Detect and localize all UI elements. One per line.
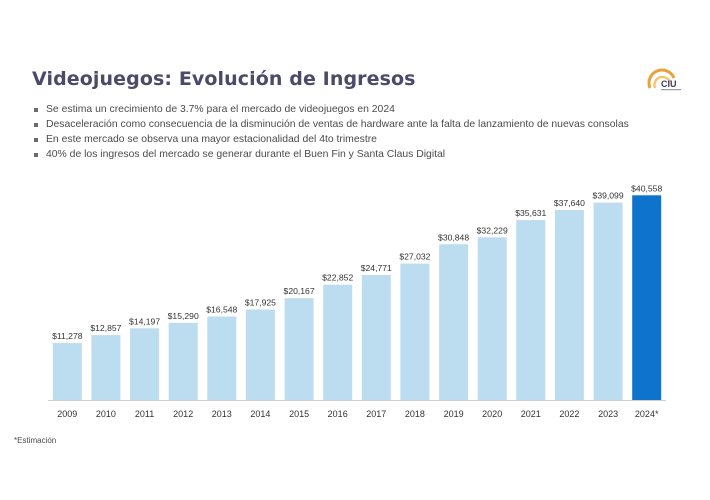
bar-2022: [554, 210, 584, 400]
x-tick-label: 2011: [135, 409, 154, 419]
data-label: $12,857: [90, 323, 121, 333]
logo-arc-outer: [647, 68, 676, 89]
bar-2018: [400, 263, 430, 400]
slide-title: Videojuegos: Evolución de Ingresos: [32, 68, 416, 90]
bullet-list: Se estima un crecimiento de 3.7% para el…: [34, 102, 629, 162]
data-label: $32,229: [477, 225, 508, 235]
x-tick-label: 2019: [444, 409, 464, 419]
data-label: $20,167: [284, 286, 315, 296]
logo-text: CIU: [661, 79, 677, 89]
data-label: $24,771: [361, 263, 392, 273]
bar-2010: [91, 335, 121, 400]
bar-2017: [361, 275, 391, 400]
bullet-item: Se estima un crecimiento de 3.7% para el…: [34, 102, 629, 117]
bar-2023: [593, 202, 623, 400]
x-tick-label: 2013: [212, 409, 232, 419]
data-label: $27,032: [399, 252, 430, 262]
x-tick-label: 2016: [328, 409, 348, 419]
bar-2009: [52, 343, 82, 400]
data-label: $14,197: [129, 316, 160, 326]
bullet-item: Desaceleración como consecuencia de la d…: [34, 117, 629, 132]
ciu-logo: CIU: [647, 68, 681, 91]
bar-2012: [168, 322, 198, 400]
x-tick-label: 2024*: [635, 409, 659, 419]
bar-2011: [130, 328, 160, 400]
x-tick-label: 2012: [173, 409, 193, 419]
data-label: $30,848: [438, 232, 469, 242]
data-label: $35,631: [515, 208, 546, 218]
bar-2024*: [632, 195, 662, 400]
data-label: $39,099: [593, 191, 624, 201]
bar-2016: [323, 284, 353, 400]
footnote: *Estimación: [14, 436, 57, 445]
bar-2021: [516, 220, 546, 400]
x-tick-label: 2023: [598, 409, 618, 419]
x-tick-label: 2015: [289, 409, 309, 419]
bar-2020: [477, 237, 507, 400]
x-tick-label: 2009: [57, 409, 77, 419]
data-label: $40,558: [631, 183, 662, 193]
data-label: $17,925: [245, 298, 276, 308]
bar-2013: [207, 316, 237, 400]
x-tick-label: 2017: [366, 409, 386, 419]
x-tick-label: 2014: [250, 409, 270, 419]
x-tick-label: 2021: [521, 409, 541, 419]
x-tick-label: 2022: [559, 409, 579, 419]
x-tick-label: 2020: [482, 409, 502, 419]
data-label: $37,640: [554, 198, 585, 208]
bar-2019: [439, 244, 469, 400]
bar-2015: [284, 298, 314, 400]
data-label: $22,852: [322, 273, 353, 283]
logo-arc-inner: [653, 75, 672, 89]
bullet-item: En este mercado se observa una mayor est…: [34, 132, 629, 147]
logo-tagline: [661, 89, 681, 91]
data-label: $11,278: [52, 331, 83, 341]
bar-2014: [245, 309, 275, 400]
x-tick-label: 2018: [405, 409, 425, 419]
data-label: $16,548: [206, 305, 237, 315]
bullet-item: 40% de los ingresos del mercado se gener…: [34, 147, 629, 162]
data-label: $15,290: [168, 311, 199, 321]
x-tick-label: 2010: [96, 409, 116, 419]
